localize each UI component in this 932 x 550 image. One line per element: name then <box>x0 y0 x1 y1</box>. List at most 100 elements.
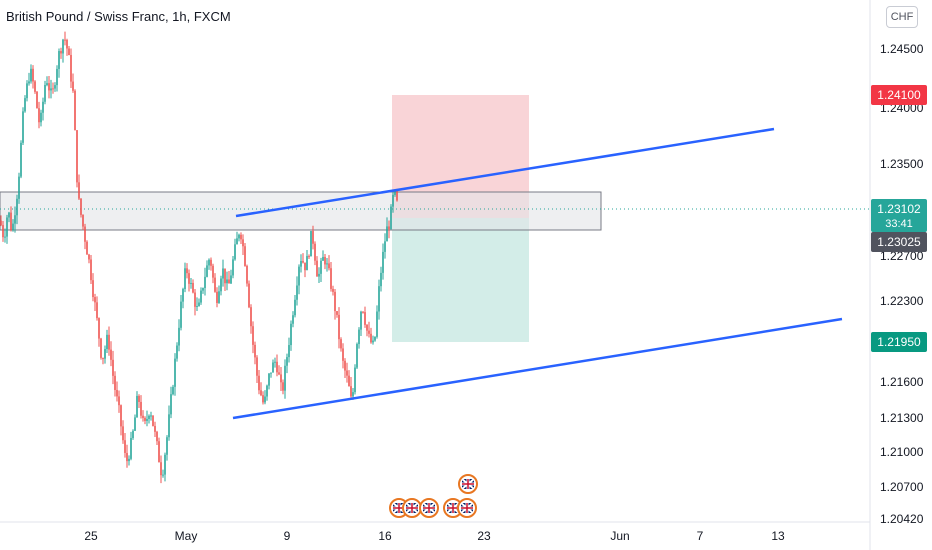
lower-channel-trendline[interactable] <box>232 317 843 420</box>
candle-up <box>184 268 186 290</box>
last-price-label[interactable]: 1.23102 33:41 <box>871 199 927 232</box>
candle-down <box>34 81 36 92</box>
candle-up <box>26 83 28 99</box>
candle-up <box>318 273 320 277</box>
uk-flag-icon[interactable] <box>458 474 478 494</box>
candle-down <box>114 375 116 390</box>
entry-price-label[interactable]: 1.23025 <box>871 232 927 252</box>
candle-up <box>392 194 394 207</box>
candle-down <box>348 375 350 387</box>
candle-down <box>252 326 254 345</box>
x-tick-label: 9 <box>284 529 291 543</box>
candle-up <box>150 415 152 417</box>
candle-up <box>206 265 208 277</box>
candle-down <box>108 334 110 350</box>
stop-loss-price-label[interactable]: 1.24100 <box>871 85 927 105</box>
candle-up <box>270 372 272 374</box>
candle-down <box>304 262 306 271</box>
candle-down <box>68 48 70 56</box>
candle-up <box>14 215 16 224</box>
candle-down <box>138 395 140 402</box>
candle-down <box>246 265 248 284</box>
candle-up <box>132 430 134 439</box>
candle-down <box>32 68 34 82</box>
candle-down <box>278 372 280 375</box>
candle-down <box>140 401 142 416</box>
candle-down <box>120 405 122 427</box>
candle-down <box>350 386 352 397</box>
candle-down <box>324 256 326 265</box>
candle-up <box>162 474 164 476</box>
uk-flag-icon[interactable] <box>402 498 422 518</box>
x-axis[interactable]: 25 May 9 16 23 Jun 7 13 <box>0 521 870 543</box>
candle-down <box>72 81 74 91</box>
candle-up <box>384 241 386 252</box>
candle-down <box>308 256 310 258</box>
candle-down <box>342 348 344 361</box>
candle-down <box>336 311 338 315</box>
candle-down <box>152 415 154 426</box>
candle-down <box>10 212 12 231</box>
candle-down <box>370 333 372 343</box>
y-tick-label: 1.24500 <box>880 42 924 56</box>
candle-down <box>102 357 104 359</box>
candle-up <box>40 112 42 123</box>
candle-up <box>12 223 14 231</box>
currency-button[interactable]: CHF <box>886 6 918 28</box>
candle-up <box>198 302 200 306</box>
candle-up <box>22 111 24 143</box>
candle-down <box>156 431 158 442</box>
candle-up <box>354 367 356 393</box>
candle-down <box>314 243 316 261</box>
candle-down <box>122 426 124 441</box>
candle-down <box>94 297 96 303</box>
candle-down <box>212 265 214 278</box>
candle-up <box>310 231 312 257</box>
upper-channel-trendline[interactable] <box>235 127 775 218</box>
candle-up <box>298 266 300 286</box>
candle-down <box>216 291 218 303</box>
candle-down <box>112 359 114 376</box>
candle-down <box>2 225 4 238</box>
candle-down <box>116 389 118 397</box>
candle-up <box>390 206 392 230</box>
candle-up <box>180 301 182 328</box>
y-axis[interactable]: 1.24500 1.24000 1.23500 1.22700 1.22300 … <box>869 0 927 550</box>
candle-down <box>60 51 62 54</box>
candle-down <box>366 324 368 331</box>
candle-up <box>376 311 378 337</box>
candle-up <box>360 311 362 330</box>
candle-down <box>98 318 100 339</box>
candle-down <box>330 268 332 289</box>
candle-down <box>262 395 264 403</box>
candle-up <box>58 51 60 69</box>
candle-down <box>258 375 260 391</box>
candle-up <box>322 256 324 261</box>
candle-down <box>388 226 390 230</box>
candle-up <box>204 276 206 288</box>
candle-up <box>42 101 44 113</box>
candle-down <box>186 268 188 274</box>
candle-down <box>66 39 68 49</box>
candle-down <box>78 182 80 199</box>
candle-down <box>364 312 366 325</box>
candle-up <box>220 278 222 292</box>
candle-up <box>236 238 238 245</box>
take-profit-zone[interactable] <box>392 218 529 342</box>
candle-up <box>358 329 360 345</box>
uk-flag-icon[interactable] <box>419 498 439 518</box>
candle-up <box>148 415 150 419</box>
candle-down <box>302 260 304 263</box>
uk-flag-icon[interactable] <box>457 498 477 518</box>
candle-up <box>178 327 180 346</box>
candle-up <box>46 83 48 85</box>
candle-up <box>296 285 298 300</box>
candle-down <box>276 361 278 373</box>
resistance-zone[interactable] <box>0 191 602 231</box>
take-profit-price-label[interactable]: 1.21950 <box>871 332 927 352</box>
candle-down <box>100 338 102 358</box>
y-tick-label: 1.20700 <box>880 480 924 494</box>
candle-down <box>110 349 112 360</box>
candle-up <box>50 88 52 91</box>
